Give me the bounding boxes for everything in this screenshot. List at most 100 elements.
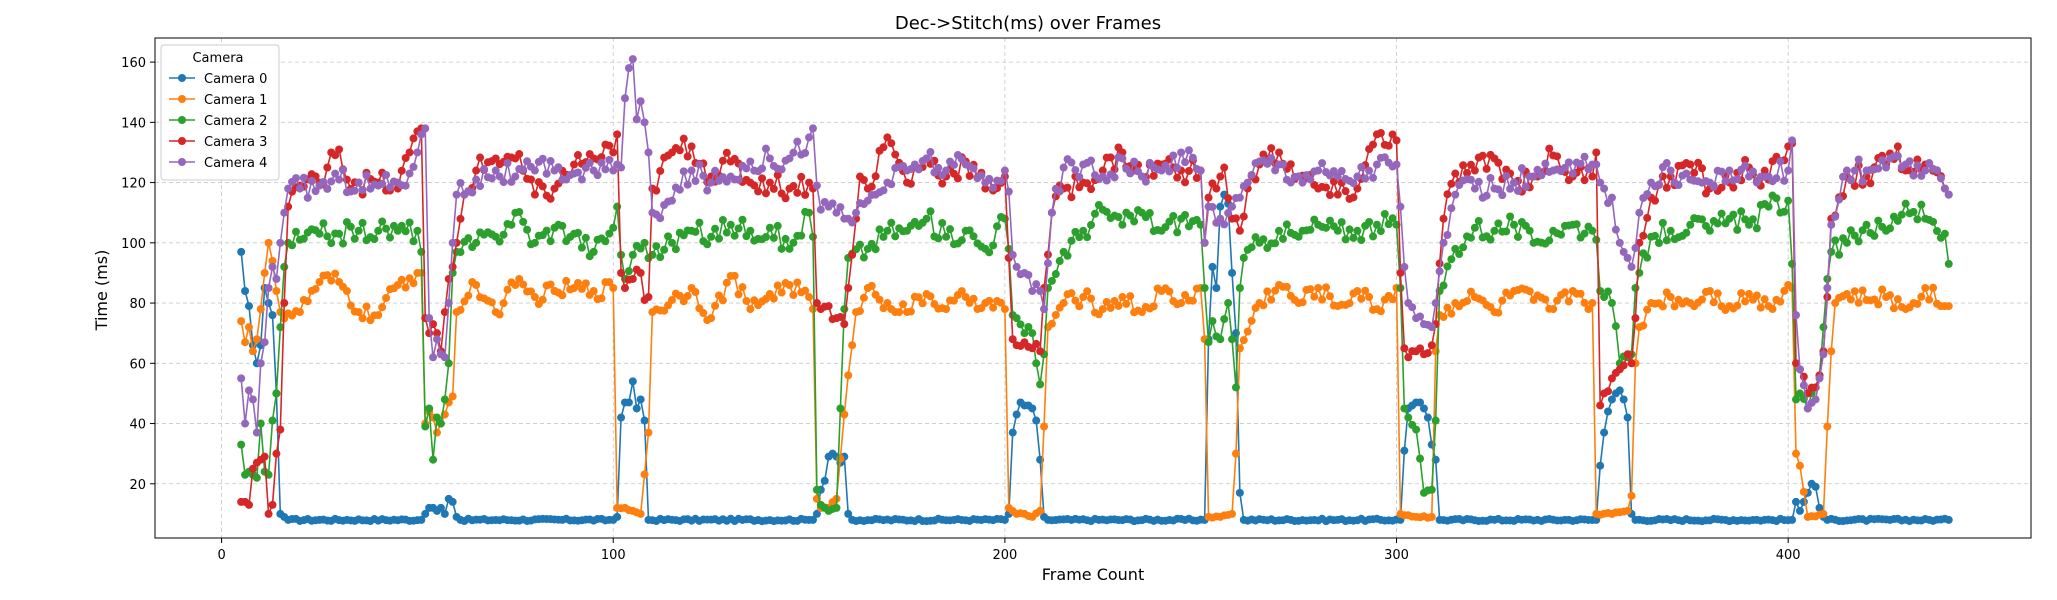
data-point — [1517, 164, 1526, 173]
data-point — [323, 163, 332, 172]
data-point — [1600, 428, 1609, 437]
data-point — [703, 240, 712, 249]
data-point — [1917, 292, 1926, 301]
data-point — [1028, 287, 1037, 296]
data-point — [769, 184, 778, 193]
data-point — [1404, 413, 1413, 422]
data-point — [1925, 295, 1934, 304]
data-point — [726, 220, 735, 229]
data-point — [989, 241, 998, 250]
data-point — [879, 143, 888, 152]
data-point — [1494, 219, 1503, 228]
data-point — [1345, 225, 1354, 234]
data-point — [1698, 215, 1707, 224]
data-point — [1286, 160, 1295, 169]
data-point — [487, 174, 496, 183]
y-tick-label: 60 — [129, 357, 146, 372]
data-point — [401, 181, 410, 190]
data-point — [1643, 253, 1652, 262]
data-point — [624, 267, 633, 276]
data-point — [805, 293, 814, 302]
data-point — [272, 389, 281, 398]
data-point — [1447, 179, 1456, 188]
y-axis-label: Time (ms) — [92, 250, 111, 332]
data-point — [1944, 259, 1953, 268]
data-point — [397, 166, 406, 175]
data-point — [1611, 225, 1620, 234]
data-point — [1463, 168, 1472, 177]
data-point — [350, 234, 359, 243]
data-point — [1008, 335, 1017, 344]
data-point — [448, 392, 457, 401]
data-point — [812, 181, 821, 190]
data-point — [922, 214, 931, 223]
data-point — [338, 165, 347, 174]
data-point — [495, 237, 504, 246]
data-point — [632, 404, 641, 413]
data-point — [656, 166, 665, 175]
data-point — [440, 395, 449, 404]
data-point — [1239, 253, 1248, 262]
data-point — [1917, 200, 1926, 209]
data-point — [844, 509, 853, 518]
data-point — [1858, 177, 1867, 186]
data-point — [844, 284, 853, 292]
data-point — [1063, 251, 1072, 260]
y-tick-label: 140 — [121, 116, 146, 131]
data-point — [761, 144, 770, 153]
data-point — [812, 509, 821, 518]
data-point — [1537, 171, 1546, 180]
data-point — [1059, 163, 1068, 172]
x-tick-label: 400 — [1776, 548, 1801, 563]
data-point — [1369, 173, 1378, 182]
data-point — [1733, 301, 1742, 310]
data-point — [1760, 295, 1769, 304]
legend: Camera Camera 0 Camera 1 Camera 2 Camera 3 Ca… — [160, 44, 280, 181]
data-point — [1020, 329, 1029, 338]
data-point — [1447, 309, 1456, 318]
data-point — [883, 226, 892, 235]
data-point — [1846, 295, 1855, 304]
data-point — [613, 512, 622, 521]
data-point — [1271, 286, 1280, 295]
data-point — [1549, 305, 1558, 314]
data-point — [734, 175, 743, 184]
data-point — [1615, 386, 1624, 395]
data-point — [1318, 295, 1327, 304]
data-point — [1623, 253, 1632, 262]
data-point — [707, 314, 716, 323]
data-point — [546, 157, 555, 166]
data-point — [327, 239, 336, 248]
data-point — [456, 248, 465, 257]
data-point — [358, 218, 367, 227]
data-point — [605, 155, 614, 164]
data-point — [738, 215, 747, 224]
data-point — [1267, 144, 1276, 153]
data-point — [1067, 158, 1076, 167]
data-point — [260, 452, 269, 461]
data-point — [1282, 220, 1291, 229]
data-point — [385, 233, 394, 242]
data-point — [1079, 293, 1088, 302]
data-point — [1055, 257, 1064, 266]
data-point — [906, 179, 915, 188]
data-point — [573, 168, 582, 177]
data-point — [1365, 293, 1374, 302]
data-point — [1799, 381, 1808, 390]
data-point — [617, 268, 626, 277]
data-point — [1036, 287, 1045, 296]
data-point — [1247, 243, 1256, 252]
data-point — [1208, 317, 1217, 326]
data-point — [1498, 191, 1507, 200]
data-point — [1494, 185, 1503, 194]
data-point — [1098, 166, 1107, 175]
data-point — [718, 156, 727, 165]
data-point — [546, 194, 555, 203]
data-point — [444, 299, 453, 308]
data-point — [1584, 305, 1593, 314]
data-point — [816, 205, 825, 214]
data-point — [1588, 299, 1597, 308]
data-point — [1764, 202, 1773, 211]
data-point — [1604, 287, 1613, 296]
data-point — [993, 222, 1002, 231]
